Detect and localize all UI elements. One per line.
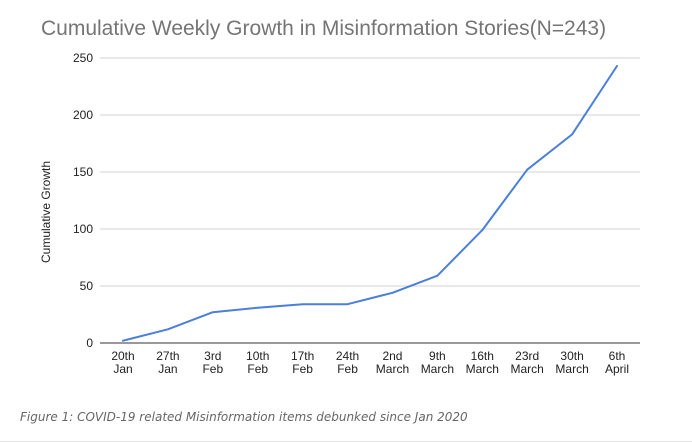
series-line-cumulative-growth [122, 65, 618, 342]
line-chart: Cumulative Weekly Growth in Misinformati… [39, 17, 640, 376]
y-tick-label-0: 0 [86, 336, 93, 350]
x-tick-label-0: 20th Jan [111, 349, 134, 376]
x-tick-label-4: 17th Feb [291, 349, 314, 376]
data-point-1 [167, 328, 169, 331]
x-tick-label-2: 3rd Feb [202, 349, 223, 376]
x-tick-label-6: 2nd March [376, 349, 409, 376]
x-tick-label-1: 27th Jan [156, 349, 179, 376]
data-point-2 [212, 311, 214, 314]
data-point-10 [571, 133, 573, 136]
data-point-5 [346, 303, 349, 306]
data-point-9 [526, 168, 528, 171]
y-tick-label-50: 50 [80, 279, 94, 293]
x-tick-label-8: 16th March [466, 349, 499, 376]
data-points [122, 65, 618, 342]
x-tick-label-10: 30th March [555, 349, 588, 376]
bottom-divider [0, 441, 692, 442]
chart-title: Cumulative Weekly Growth in Misinformati… [41, 17, 606, 40]
x-tick-label-3: 10th Feb [246, 349, 269, 376]
gridlines [100, 57, 640, 287]
x-axis-ticks: 20th Jan 27th Jan 3rd Feb 10th Feb 17th Feb 24th Fe… [111, 349, 629, 376]
x-tick-label-9: 23rd March [511, 349, 544, 376]
data-point-7 [436, 274, 439, 277]
figure-caption: Figure 1: COVID-19 related Misinformatio… [20, 410, 468, 424]
data-point-3 [256, 306, 259, 309]
x-tick-label-7: 9th March [421, 349, 454, 376]
y-tick-label-150: 150 [73, 165, 93, 179]
data-point-0 [122, 339, 124, 342]
y-tick-label-100: 100 [73, 222, 93, 236]
data-point-6 [391, 292, 394, 294]
x-tick-label-5: 24th Feb [336, 349, 359, 376]
data-point-11 [616, 65, 618, 67]
y-tick-label-250: 250 [73, 51, 93, 65]
data-point-4 [301, 303, 304, 306]
data-point-8 [481, 229, 484, 231]
x-tick-label-11: 6th April [605, 349, 629, 376]
y-tick-label-200: 200 [73, 108, 93, 122]
y-axis-ticks: 0 50 100 150 200 250 [73, 51, 93, 350]
y-axis-label: Cumulative Growth [39, 161, 53, 263]
